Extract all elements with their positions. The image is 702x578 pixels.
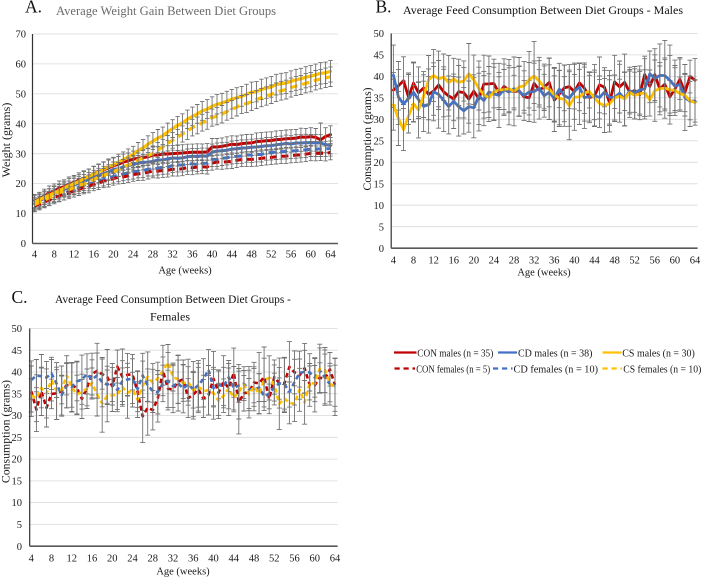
- svg-text:48: 48: [246, 250, 257, 261]
- svg-text:C.: C.: [12, 287, 28, 307]
- svg-text:36: 36: [187, 250, 198, 261]
- svg-text:20: 20: [107, 554, 118, 565]
- svg-text:20: 20: [108, 250, 119, 261]
- svg-text:A.: A.: [25, 0, 42, 16]
- svg-text:40: 40: [374, 72, 385, 83]
- svg-text:B.: B.: [376, 0, 392, 16]
- svg-text:48: 48: [249, 554, 260, 565]
- svg-text:Average Weight Gain Between Di: Average Weight Gain Between Diet Groups: [56, 4, 276, 18]
- svg-text:52: 52: [266, 250, 277, 261]
- svg-text:CON males (n = 35): CON males (n = 35): [417, 347, 493, 359]
- svg-text:12: 12: [428, 256, 439, 267]
- svg-text:28: 28: [148, 554, 159, 565]
- svg-text:0: 0: [21, 239, 26, 250]
- svg-text:16: 16: [448, 256, 459, 267]
- svg-text:40: 40: [207, 250, 218, 261]
- svg-text:20: 20: [12, 455, 23, 466]
- svg-text:28: 28: [509, 256, 520, 267]
- svg-text:4: 4: [32, 250, 38, 261]
- svg-text:24: 24: [128, 250, 139, 261]
- svg-text:64: 64: [690, 256, 701, 267]
- svg-text:30: 30: [374, 115, 385, 126]
- svg-text:40: 40: [208, 554, 219, 565]
- svg-text:25: 25: [374, 136, 385, 147]
- svg-text:35: 35: [374, 93, 385, 104]
- svg-text:Consumption (grams): Consumption (grams): [0, 380, 13, 483]
- svg-text:48: 48: [609, 256, 620, 267]
- svg-text:20: 20: [374, 158, 385, 169]
- svg-text:24: 24: [127, 554, 138, 565]
- svg-text:56: 56: [289, 554, 300, 565]
- svg-text:Average Feed Consumption Betwe: Average Feed Consumption Between Diet Gr…: [55, 292, 291, 306]
- svg-text:8: 8: [49, 554, 54, 565]
- svg-text:50: 50: [12, 324, 23, 335]
- svg-text:44: 44: [589, 256, 600, 267]
- svg-text:28: 28: [148, 250, 159, 261]
- svg-text:10: 10: [12, 498, 23, 509]
- svg-text:Age (weeks): Age (weeks): [158, 266, 212, 277]
- svg-text:Average Feed Consumption Betwe: Average Feed Consumption Between Diet Gr…: [403, 3, 683, 17]
- svg-text:60: 60: [670, 256, 681, 267]
- svg-text:Females: Females: [150, 310, 190, 324]
- svg-text:20: 20: [16, 179, 27, 190]
- svg-text:Age (weeks): Age (weeks): [156, 567, 210, 578]
- svg-text:64: 64: [330, 554, 341, 565]
- svg-text:Weight (grams): Weight (grams): [0, 103, 13, 178]
- svg-text:Consumption (grams): Consumption (grams): [360, 87, 374, 190]
- svg-text:40: 40: [12, 368, 23, 379]
- svg-text:20: 20: [469, 256, 480, 267]
- svg-text:52: 52: [269, 554, 280, 565]
- svg-text:10: 10: [374, 201, 385, 212]
- svg-text:56: 56: [286, 250, 297, 261]
- svg-text:CON females (n = 5): CON females (n = 5): [416, 363, 490, 375]
- svg-text:15: 15: [374, 179, 385, 190]
- svg-text:60: 60: [306, 250, 317, 261]
- svg-text:5: 5: [17, 520, 22, 531]
- svg-text:8: 8: [52, 250, 57, 261]
- svg-text:CD males (n = 38): CD males (n = 38): [518, 347, 593, 359]
- svg-text:CS females (n = 10): CS females (n = 10): [623, 363, 701, 375]
- svg-text:32: 32: [168, 554, 179, 565]
- svg-text:44: 44: [229, 554, 240, 565]
- svg-text:15: 15: [12, 476, 23, 487]
- svg-text:16: 16: [88, 250, 99, 261]
- svg-text:24: 24: [489, 256, 500, 267]
- svg-text:CS males (n = 30): CS males (n = 30): [622, 347, 695, 359]
- svg-text:30: 30: [16, 149, 27, 160]
- svg-text:45: 45: [374, 50, 385, 61]
- svg-text:0: 0: [379, 244, 384, 255]
- svg-text:25: 25: [12, 433, 23, 444]
- svg-text:CD females (n = 10): CD females (n = 10): [514, 363, 599, 375]
- svg-text:16: 16: [87, 554, 98, 565]
- svg-text:60: 60: [310, 554, 321, 565]
- svg-text:4: 4: [391, 256, 397, 267]
- svg-text:40: 40: [16, 119, 27, 130]
- svg-text:0: 0: [17, 542, 22, 553]
- svg-text:60: 60: [16, 60, 27, 71]
- svg-text:50: 50: [374, 29, 385, 40]
- svg-text:45: 45: [12, 346, 23, 357]
- svg-text:50: 50: [16, 89, 27, 100]
- svg-text:40: 40: [569, 256, 580, 267]
- svg-text:52: 52: [629, 256, 640, 267]
- svg-text:70: 70: [16, 30, 27, 41]
- svg-text:56: 56: [650, 256, 661, 267]
- svg-text:12: 12: [69, 250, 80, 261]
- svg-text:32: 32: [529, 256, 540, 267]
- svg-text:10: 10: [16, 209, 27, 220]
- svg-text:4: 4: [29, 554, 35, 565]
- svg-text:12: 12: [67, 554, 78, 565]
- svg-text:35: 35: [12, 389, 23, 400]
- svg-text:5: 5: [379, 222, 384, 233]
- svg-text:36: 36: [549, 256, 560, 267]
- svg-text:32: 32: [167, 250, 178, 261]
- svg-text:8: 8: [411, 256, 416, 267]
- svg-text:30: 30: [12, 411, 23, 422]
- svg-text:64: 64: [325, 250, 336, 261]
- svg-text:36: 36: [188, 554, 199, 565]
- svg-text:Age (weeks): Age (weeks): [517, 268, 571, 279]
- svg-text:44: 44: [227, 250, 238, 261]
